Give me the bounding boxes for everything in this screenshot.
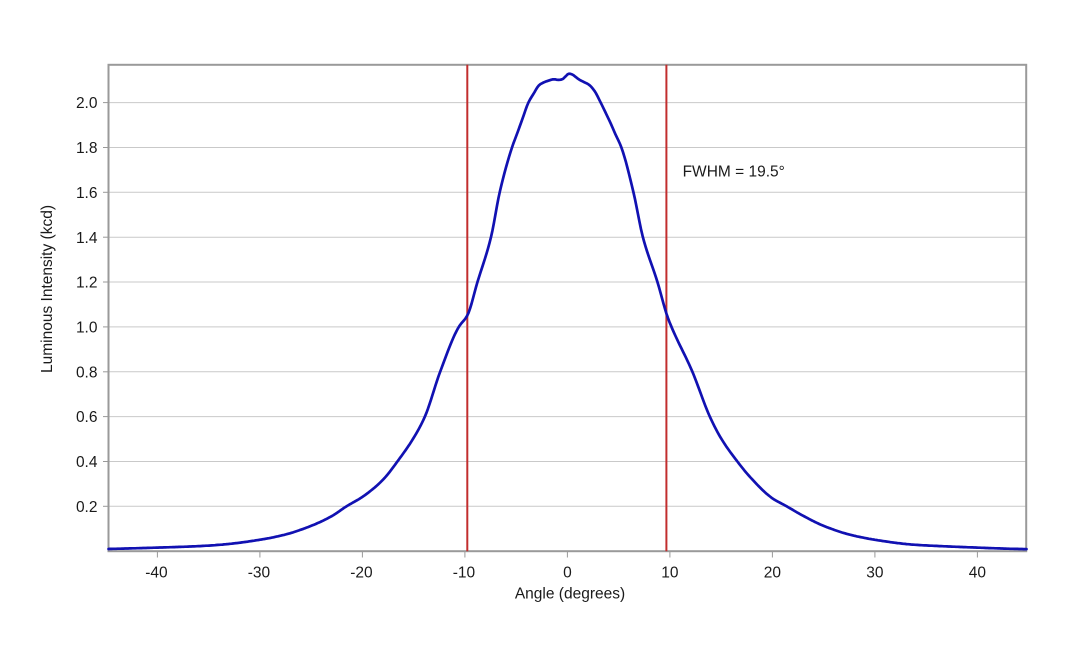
svg-text:1.2: 1.2 — [76, 275, 98, 292]
svg-text:10: 10 — [661, 564, 679, 581]
svg-text:1.0: 1.0 — [76, 320, 98, 337]
svg-text:-10: -10 — [453, 564, 476, 581]
svg-text:0.8: 0.8 — [76, 364, 98, 381]
svg-text:-20: -20 — [350, 564, 373, 581]
svg-text:2.0: 2.0 — [76, 95, 98, 112]
svg-text:0.2: 0.2 — [76, 499, 98, 516]
svg-text:0.6: 0.6 — [76, 409, 98, 426]
svg-text:0.4: 0.4 — [76, 454, 98, 471]
svg-text:1.4: 1.4 — [76, 230, 98, 247]
svg-text:Luminous Intensity (kcd): Luminous Intensity (kcd) — [39, 205, 56, 373]
svg-text:20: 20 — [764, 564, 782, 581]
svg-text:-30: -30 — [248, 564, 271, 581]
svg-text:1.6: 1.6 — [76, 185, 98, 202]
svg-text:FWHM = 19.5°: FWHM = 19.5° — [683, 164, 785, 181]
svg-text:Angle (degrees): Angle (degrees) — [515, 586, 625, 603]
svg-text:1.8: 1.8 — [76, 140, 98, 157]
svg-text:40: 40 — [969, 564, 987, 581]
svg-text:0: 0 — [563, 564, 572, 581]
svg-text:30: 30 — [866, 564, 884, 581]
svg-text:-40: -40 — [145, 564, 168, 581]
